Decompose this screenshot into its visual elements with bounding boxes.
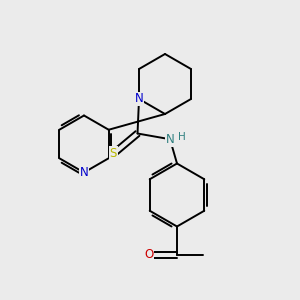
Text: O: O [144,248,153,262]
Text: N: N [166,133,174,146]
Text: H: H [178,132,186,142]
Text: N: N [80,166,88,179]
Text: S: S [110,147,117,160]
Text: N: N [135,92,143,106]
